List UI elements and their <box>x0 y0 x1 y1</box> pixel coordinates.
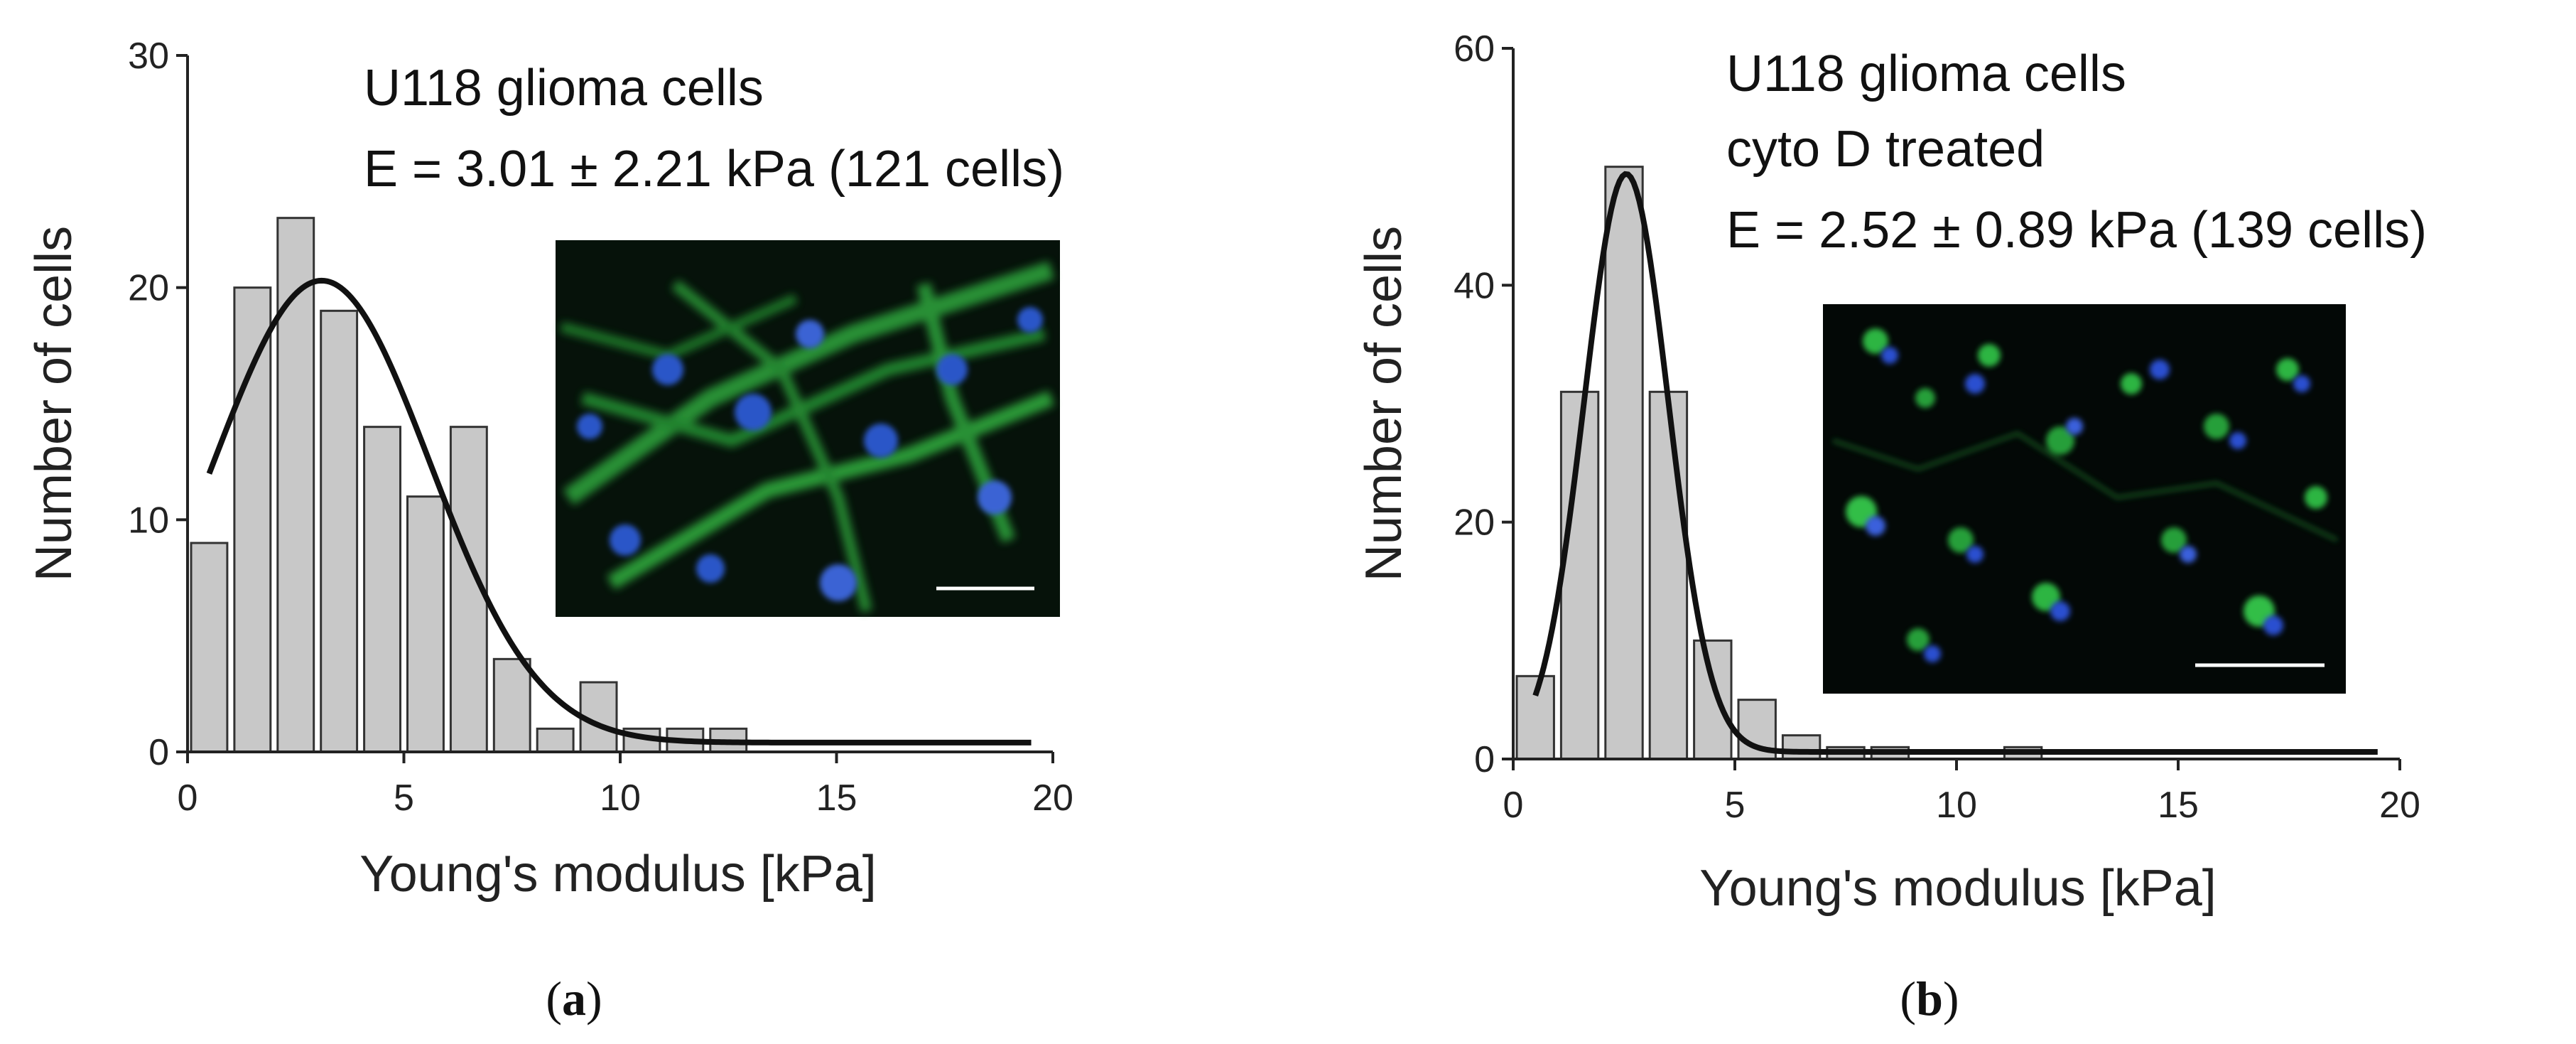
annotation-a-line-1: U118 glioma cells <box>364 60 764 117</box>
x-tick-label: 20 <box>1032 777 1073 819</box>
bars-a <box>190 217 748 753</box>
histogram-bar <box>320 309 359 753</box>
y-tick-label: 0 <box>148 732 169 773</box>
histogram-bar <box>1781 734 1822 760</box>
y-tick-label: 10 <box>128 500 169 541</box>
annotation-a-line-2: E = 3.01 ± 2.21 kPa (121 cells) <box>364 141 1064 198</box>
y-tick-label: 60 <box>1454 28 1495 70</box>
x-tick-label: 10 <box>1936 785 1977 826</box>
annotation-b-line-3: E = 2.52 ± 0.89 kPa (139 cells) <box>1726 202 2427 259</box>
histogram-bar <box>233 286 272 753</box>
annotation-b-line-1: U118 glioma cells <box>1726 45 2126 102</box>
x-tick-label: 15 <box>2158 785 2199 826</box>
histogram-bar <box>536 727 575 753</box>
x-ticks-a: 0 5 10 15 20 <box>178 752 1073 819</box>
inset-micrograph-a <box>556 240 1060 617</box>
histogram-bar <box>406 495 445 753</box>
bars-b <box>1515 166 2043 760</box>
annotation-b-line-2: cyto D treated <box>1726 121 2045 178</box>
y-tick-label: 40 <box>1454 265 1495 306</box>
ylabel-a: Number of cells <box>26 226 82 581</box>
y-ticks-a: 0 10 20 30 <box>128 36 188 773</box>
ylabel-b: Number of cells <box>1355 226 1412 581</box>
x-tick-label: 15 <box>816 777 857 819</box>
inset-micrograph-b <box>1823 304 2346 694</box>
x-ticks-b: 0 5 10 15 20 <box>1503 759 2420 826</box>
chart-panel-b: 0 20 40 60 0 5 10 15 20 Number of cells Young's… <box>1355 28 2427 917</box>
xlabel-a: Young's modulus [kPa] <box>359 846 877 903</box>
x-tick-label: 0 <box>178 777 198 819</box>
caption-a: (a) <box>546 972 602 1026</box>
histogram-bar <box>1604 166 1644 760</box>
y-tick-label: 20 <box>1454 502 1495 544</box>
x-tick-label: 5 <box>394 777 414 819</box>
y-tick-label: 20 <box>128 268 169 309</box>
x-tick-label: 20 <box>2379 785 2420 826</box>
y-tick-label: 30 <box>128 36 169 77</box>
xlabel-b: Young's modulus [kPa] <box>1699 860 2217 917</box>
histogram-bar <box>276 217 315 753</box>
fit-curve-a <box>206 277 1032 746</box>
x-tick-label: 5 <box>1725 785 1746 826</box>
histogram-bar <box>1693 639 1733 760</box>
histogram-bar <box>492 657 531 753</box>
caption-b: (b) <box>1900 972 1959 1026</box>
chart-panel-a: 0 10 20 30 0 5 10 15 20 Number of cells Young's… <box>26 36 1073 903</box>
x-tick-label: 10 <box>600 777 641 819</box>
histogram-bar <box>363 426 401 753</box>
y-tick-label: 0 <box>1474 739 1495 780</box>
x-tick-label: 0 <box>1503 785 1524 826</box>
fit-curve-b <box>1532 171 2378 755</box>
histogram-bar <box>190 542 229 753</box>
y-ticks-b: 0 20 40 60 <box>1454 28 1513 780</box>
histogram-bar <box>1648 390 1689 760</box>
